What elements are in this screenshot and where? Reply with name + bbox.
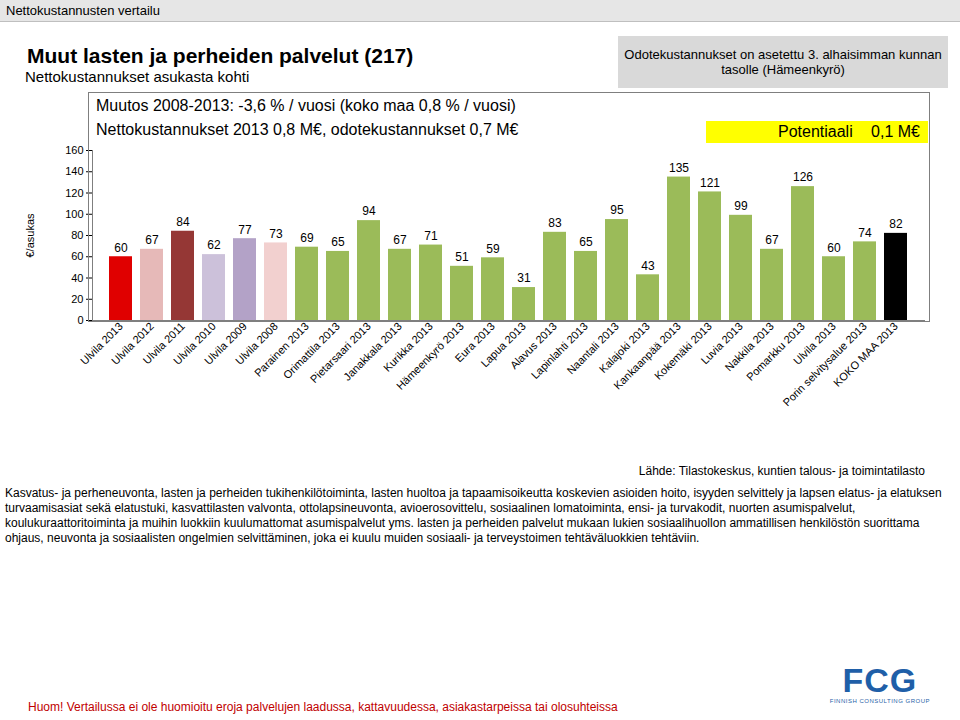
svg-text:126: 126 bbox=[793, 170, 813, 184]
svg-text:Porin selvitysalue 2013: Porin selvitysalue 2013 bbox=[780, 319, 869, 409]
svg-text:99: 99 bbox=[734, 199, 748, 213]
svg-text:Orimattila 2013: Orimattila 2013 bbox=[280, 319, 342, 382]
html-text:0,1 M€: 0,1 M€ bbox=[871, 123, 920, 140]
svg-text:Ulvila 2008: Ulvila 2008 bbox=[232, 319, 280, 367]
svg-text:77: 77 bbox=[238, 223, 252, 237]
svg-text:Ulvila 2013: Ulvila 2013 bbox=[790, 319, 838, 367]
svg-text:40: 40 bbox=[71, 272, 83, 284]
svg-text:67: 67 bbox=[765, 233, 779, 247]
svg-text:71: 71 bbox=[424, 229, 438, 243]
svg-text:60: 60 bbox=[71, 250, 83, 262]
svg-text:Ulvila 2012: Ulvila 2012 bbox=[108, 319, 156, 367]
html-text:Nettokustannusten vertailu: Nettokustannusten vertailu bbox=[6, 3, 160, 18]
svg-text:65: 65 bbox=[579, 235, 593, 249]
svg-text:73: 73 bbox=[269, 227, 283, 241]
html-text:Odotekustannukset on asetettu: Odotekustannukset on asetettu 3. alhaisi… bbox=[624, 47, 942, 77]
svg-text:Ulvila 2009: Ulvila 2009 bbox=[201, 319, 249, 367]
svg-text:135: 135 bbox=[669, 161, 689, 175]
html-text:Nettokustannukset asukasta koh: Nettokustannukset asukasta kohti bbox=[25, 68, 250, 85]
svg-text:65: 65 bbox=[331, 235, 345, 249]
svg-text:59: 59 bbox=[486, 242, 500, 256]
svg-text:60: 60 bbox=[827, 241, 841, 255]
svg-text:100: 100 bbox=[65, 208, 83, 220]
svg-text:Lapinlahti 2013: Lapinlahti 2013 bbox=[528, 319, 590, 382]
svg-text:KOKO MAA 2013: KOKO MAA 2013 bbox=[831, 320, 900, 389]
svg-text:Alavus 2013: Alavus 2013 bbox=[507, 319, 559, 372]
svg-text:84: 84 bbox=[176, 215, 190, 229]
svg-text:60: 60 bbox=[114, 241, 128, 255]
html-text:FINNISH CONSULTING GROUP: FINNISH CONSULTING GROUP bbox=[829, 698, 930, 704]
svg-text:31: 31 bbox=[517, 271, 531, 285]
svg-text:Nakkila 2013: Nakkila 2013 bbox=[722, 319, 776, 374]
html-text:Potentiaali: Potentiaali bbox=[778, 123, 853, 140]
svg-text:Lapua 2013: Lapua 2013 bbox=[478, 319, 528, 370]
svg-text:80: 80 bbox=[71, 229, 83, 241]
svg-text:69: 69 bbox=[300, 231, 314, 245]
svg-text:83: 83 bbox=[548, 216, 562, 230]
svg-text:Ulvila 2011: Ulvila 2011 bbox=[140, 319, 187, 367]
svg-text:74: 74 bbox=[858, 226, 872, 240]
html-text:Nettokustannukset 2013 0,8 M€,: Nettokustannukset 2013 0,8 M€, odotekust… bbox=[96, 121, 519, 138]
svg-text:Pietarsaari 2013: Pietarsaari 2013 bbox=[307, 319, 373, 385]
svg-text:20: 20 bbox=[71, 293, 83, 305]
svg-text:67: 67 bbox=[393, 233, 407, 247]
svg-text:94: 94 bbox=[362, 204, 376, 218]
svg-text:Pomarkku 2013: Pomarkku 2013 bbox=[743, 319, 807, 383]
svg-text:120: 120 bbox=[65, 187, 83, 199]
svg-text:121: 121 bbox=[700, 176, 720, 190]
html-text:Muut lasten ja perheiden palve: Muut lasten ja perheiden palvelut (217) bbox=[27, 44, 414, 67]
svg-text:Janakkala 2013: Janakkala 2013 bbox=[340, 319, 404, 383]
svg-text:Naantali 2013: Naantali 2013 bbox=[564, 320, 620, 376]
svg-text:0: 0 bbox=[77, 314, 83, 326]
svg-text:Kurikka 2013: Kurikka 2013 bbox=[381, 319, 435, 374]
html-text:Kasvatus- ja perheneuvonta, la: Kasvatus- ja perheneuvonta, lasten ja pe… bbox=[5, 486, 942, 545]
svg-text:Luvia 2013: Luvia 2013 bbox=[698, 319, 745, 367]
svg-text:€/asukas: €/asukas bbox=[24, 213, 36, 258]
html-text:Muutos 2008-2013: -3,6 % / vuo: Muutos 2008-2013: -3,6 % / vuosi (koko m… bbox=[96, 97, 516, 114]
svg-text:Hämeenkyrö 2013: Hämeenkyrö 2013 bbox=[393, 319, 466, 392]
html-text:FCG: FCG bbox=[842, 661, 918, 699]
svg-text:67: 67 bbox=[145, 233, 159, 247]
html-text:Huom! Vertailussa ei ole huomi: Huom! Vertailussa ei ole huomioitu eroja… bbox=[28, 700, 618, 714]
html-text:Lähde: Tilastokeskus, kuntien: Lähde: Tilastokeskus, kuntien talous- ja… bbox=[638, 464, 925, 478]
svg-text:51: 51 bbox=[455, 250, 469, 264]
svg-text:95: 95 bbox=[610, 203, 624, 217]
svg-text:Parainen 2013: Parainen 2013 bbox=[252, 320, 311, 379]
svg-text:140: 140 bbox=[65, 165, 83, 177]
svg-text:Kalajoki 2013: Kalajoki 2013 bbox=[596, 319, 652, 376]
svg-text:Ulvila 2013: Ulvila 2013 bbox=[77, 319, 125, 367]
svg-text:Eura 2013: Eura 2013 bbox=[452, 319, 497, 365]
svg-text:Ulvila 2010: Ulvila 2010 bbox=[170, 319, 218, 367]
svg-text:62: 62 bbox=[207, 238, 221, 252]
svg-text:43: 43 bbox=[641, 259, 655, 273]
svg-text:Kokemäki 2013: Kokemäki 2013 bbox=[651, 319, 714, 382]
svg-text:160: 160 bbox=[65, 144, 83, 156]
svg-text:Kankaanpää 2013: Kankaanpää 2013 bbox=[611, 319, 683, 392]
svg-text:82: 82 bbox=[889, 217, 903, 231]
